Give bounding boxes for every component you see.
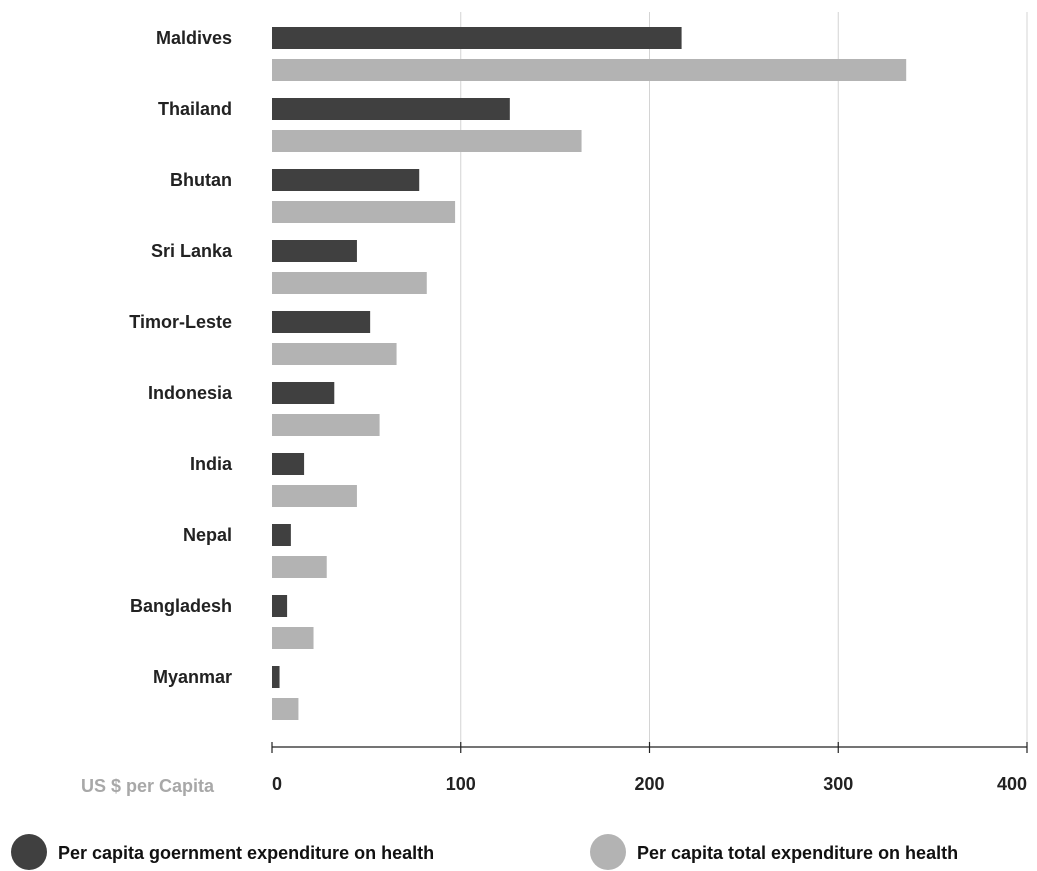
bar-government-timor-leste <box>272 311 371 333</box>
x-tick-label: 200 <box>634 774 664 794</box>
bar-government-maldives <box>272 27 682 49</box>
bar-total-maldives <box>272 59 907 81</box>
bar-total-bhutan <box>272 201 456 223</box>
legend-label: Per capita total expenditure on health <box>637 843 958 863</box>
bar-government-bhutan <box>272 169 420 191</box>
bar-government-bangladesh <box>272 595 288 617</box>
legend-label: Per capita goernment expenditure on heal… <box>58 843 434 863</box>
bar-government-indonesia <box>272 382 335 404</box>
x-axis: 0 100 200 300 400 <box>271 742 1028 794</box>
category-label: Nepal <box>183 525 232 545</box>
bar-government-sri-lanka <box>272 240 357 262</box>
x-tick-label: 300 <box>823 774 853 794</box>
category-labels: Maldives Thailand Bhutan Sri Lanka Timor-Les… <box>129 28 233 687</box>
category-label: Sri Lanka <box>151 241 233 261</box>
bar-total-bangladesh <box>272 627 314 649</box>
bar-total-nepal <box>272 556 327 578</box>
bar-government-myanmar <box>272 666 280 688</box>
category-label: Indonesia <box>148 383 233 403</box>
x-tick-label: 100 <box>446 774 476 794</box>
x-axis-title: US $ per Capita <box>81 776 215 796</box>
bar-total-indonesia <box>272 414 380 436</box>
bars <box>272 27 907 720</box>
legend-swatch <box>11 834 47 870</box>
category-label: Maldives <box>156 28 232 48</box>
category-label: Bhutan <box>170 170 232 190</box>
category-label: Bangladesh <box>130 596 232 616</box>
legend: Per capita goernment expenditure on heal… <box>11 834 958 870</box>
bar-government-nepal <box>272 524 291 546</box>
grid-lines <box>460 12 1028 747</box>
bar-total-thailand <box>272 130 582 152</box>
category-label: India <box>190 454 233 474</box>
bar-government-thailand <box>272 98 510 120</box>
category-label: Myanmar <box>153 667 232 687</box>
bar-total-timor-leste <box>272 343 397 365</box>
category-label: Timor-Leste <box>129 312 232 332</box>
legend-swatch <box>590 834 626 870</box>
bar-total-sri-lanka <box>272 272 427 294</box>
bar-government-india <box>272 453 305 475</box>
bar-total-india <box>272 485 357 507</box>
x-tick-label: 0 <box>272 774 282 794</box>
x-tick-label: 400 <box>997 774 1027 794</box>
category-label: Thailand <box>158 99 232 119</box>
bar-total-myanmar <box>272 698 299 720</box>
